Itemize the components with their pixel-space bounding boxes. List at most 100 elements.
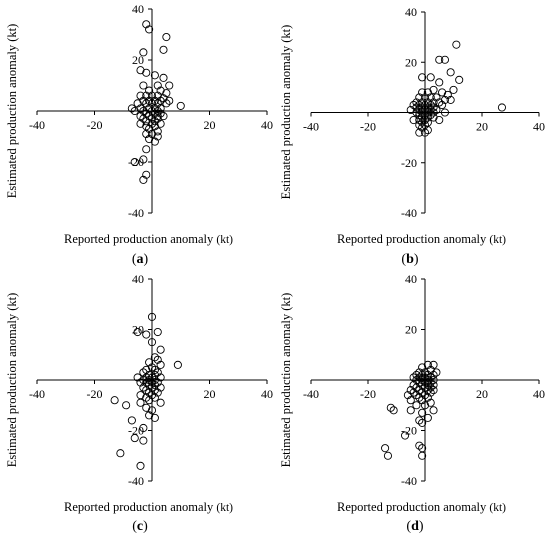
point-c-40: [142, 393, 151, 402]
y-tick-label-d-1: 20: [405, 323, 417, 337]
point-c-16: [145, 370, 154, 380]
point-b-45: [415, 110, 424, 120]
point-a-4: [159, 45, 168, 54]
point-b-48: [418, 113, 427, 122]
point-b-1: [435, 55, 444, 64]
point-d-10: [429, 370, 438, 380]
point-b-46: [420, 110, 430, 120]
point-d-58: [383, 451, 393, 460]
point-c-37: [153, 388, 162, 397]
x-tick-label-b-0: -40: [303, 120, 319, 134]
x-tick-label-b-3: 40: [533, 120, 545, 134]
point-a-12: [145, 86, 154, 95]
x-axis-label-c: Reported production anomaly (kt): [64, 500, 233, 514]
y-tick-label-d-0: 40: [405, 272, 417, 286]
y-tick-label-a-1: 20: [132, 53, 144, 67]
point-c-44: [156, 398, 165, 407]
point-a-42: [156, 109, 165, 118]
point-b-49: [423, 113, 432, 122]
panel-tag-d: (d): [406, 519, 423, 534]
point-b-17: [432, 93, 441, 102]
point-b-10: [418, 88, 427, 97]
point-a-49: [153, 114, 162, 123]
point-d-48: [406, 406, 415, 415]
x-axis-label-d: Reported production anomaly (kt): [337, 500, 506, 514]
y-tick-label-c-0: 40: [132, 272, 144, 286]
point-c-50: [150, 413, 159, 422]
point-a-8: [159, 73, 168, 82]
point-c-45: [110, 396, 119, 405]
point-b-4: [418, 73, 427, 82]
point-d-45: [420, 401, 430, 410]
point-a-34: [150, 104, 159, 113]
point-a-16: [142, 91, 151, 100]
point-a-65: [139, 155, 148, 164]
point-a-1: [145, 25, 154, 34]
point-c-30: [150, 380, 159, 390]
point-b-11: [423, 88, 432, 97]
point-c-48: [147, 406, 157, 415]
point-a-9: [139, 81, 148, 90]
x-tick-label-a-0: -40: [29, 118, 45, 132]
point-c-0: [147, 312, 157, 321]
point-b-60: [423, 126, 432, 135]
point-b-37: [420, 105, 430, 115]
point-c-27: [147, 378, 157, 387]
point-b-62: [420, 128, 430, 137]
point-b-33: [423, 103, 432, 112]
point-d-47: [389, 406, 398, 415]
point-d-5: [420, 368, 430, 377]
point-c-33: [156, 383, 165, 392]
x-tick-label-b-2: 20: [476, 120, 488, 134]
point-a-28: [153, 99, 162, 108]
point-a-61: [153, 132, 162, 141]
point-a-15: [136, 91, 145, 100]
x-tick-label-c-1: -20: [87, 387, 103, 401]
point-d-13: [420, 373, 430, 382]
point-c-18: [133, 373, 142, 382]
x-tick-label-a-3: 40: [261, 118, 273, 132]
point-a-68: [139, 175, 148, 184]
x-tick-label-c-3: 40: [261, 387, 273, 401]
point-b-43: [429, 108, 438, 117]
point-a-10: [153, 81, 162, 90]
point-b-51: [409, 115, 418, 125]
point-b-52: [415, 115, 424, 125]
point-c-23: [145, 375, 154, 385]
point-a-39: [153, 106, 162, 116]
point-c-13: [150, 365, 159, 374]
x-axis-unit-d: (kt): [489, 502, 506, 514]
point-b-3: [446, 68, 455, 77]
point-c-11: [147, 363, 157, 372]
point-a-66: [130, 157, 139, 167]
point-a-60: [142, 129, 151, 138]
point-b-19: [446, 95, 455, 104]
point-b-23: [429, 98, 438, 107]
point-b-44: [440, 108, 450, 117]
point-d-20: [420, 378, 430, 387]
point-b-30: [497, 103, 507, 112]
point-c-52: [139, 423, 148, 433]
point-c-24: [150, 375, 159, 385]
point-c-2: [153, 327, 162, 337]
point-a-43: [136, 112, 145, 121]
point-d-40: [423, 393, 432, 402]
point-d-25: [429, 380, 438, 390]
point-b-8: [449, 85, 458, 94]
panel-d: -40 -20 20 40 0 40 20 -20 -40 Reported production…: [279, 272, 545, 534]
point-a-64: [142, 145, 151, 154]
y-tick-label-b-2: -20: [401, 156, 417, 170]
x-axis-unit-c: (kt): [216, 502, 233, 514]
point-c-5: [156, 345, 165, 354]
point-d-29: [406, 386, 415, 395]
point-a-35: [156, 104, 165, 113]
point-a-25: [133, 99, 142, 108]
point-c-3: [142, 330, 151, 339]
y-tick-label-c-3: -40: [128, 474, 144, 488]
point-c-53: [130, 434, 139, 443]
point-c-15: [153, 368, 162, 377]
panel-letter-d: d: [411, 519, 419, 534]
point-c-8: [145, 358, 154, 367]
point-c-43: [136, 398, 145, 407]
x-tick-label-d-3: 40: [533, 387, 545, 401]
